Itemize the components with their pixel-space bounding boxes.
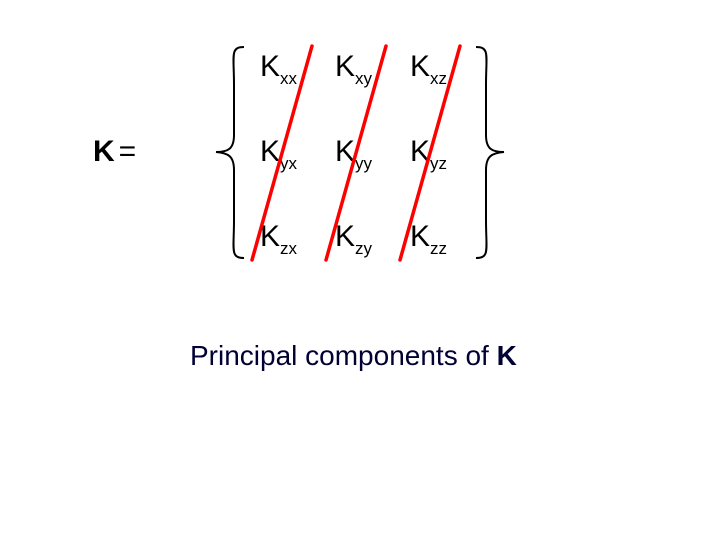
caption-text: Principal components of — [190, 340, 497, 371]
lhs-equals: = — [119, 135, 137, 168]
caption: Principal components of K — [190, 340, 517, 372]
lhs-label: K= — [93, 135, 136, 169]
left-brace — [210, 45, 250, 260]
cell-1-1: Kyy — [335, 135, 372, 170]
cell-1-0: Kyx — [260, 135, 297, 170]
cell-0-1: Kxy — [335, 50, 372, 85]
cell-1-2: Kyz — [410, 135, 447, 170]
figure: { "lhs": { "symbol": "K", "equals": "=" … — [0, 0, 720, 540]
cell-2-1: Kzy — [335, 220, 372, 255]
cell-2-0: Kzx — [260, 220, 297, 255]
cell-0-2: Kxz — [410, 50, 447, 85]
lhs-symbol: K — [93, 135, 115, 168]
cell-2-2: Kzz — [410, 220, 447, 255]
right-brace — [470, 45, 510, 260]
cell-0-0: Kxx — [260, 50, 297, 85]
caption-symbol: K — [497, 340, 517, 371]
